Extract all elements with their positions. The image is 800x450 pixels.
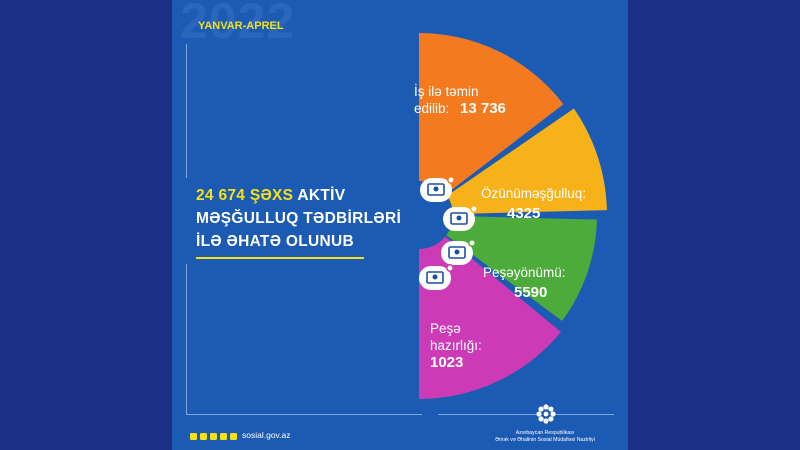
headline-rest: AKTİV: [293, 187, 346, 204]
twitter-icon[interactable]: [210, 433, 217, 440]
headline-line3: İLƏ ƏHATƏ OLUNUB: [196, 233, 354, 250]
ministry-line1: Azərbaycan Respublikası: [515, 430, 575, 436]
pie-slice: [447, 108, 607, 215]
ministry-label: Azərbaycan Respublikası Əmək və Əhalinin…: [470, 430, 620, 443]
right-margin: [628, 0, 800, 450]
headline: 24 674 ŞƏXS AKTİV MƏŞĞULLUQ TƏDBİRLƏRİ İ…: [196, 184, 401, 253]
segment-icon: [420, 176, 455, 202]
segment-label: Özünüməşğulluq:: [481, 186, 586, 201]
segment-label: hazırlığı:: [430, 338, 482, 353]
headline-underline: [196, 257, 364, 259]
segment-icon: [419, 264, 454, 290]
headline-count: 24 674 ŞƏXS: [196, 187, 294, 204]
segment-icon: [441, 239, 476, 265]
left-margin: [0, 0, 172, 450]
headline-line2: MƏŞĞULLUQ TƏDBİRLƏRİ: [196, 210, 402, 227]
headline-line1: 24 674 ŞƏXS AKTİV: [196, 184, 401, 207]
segment-value: 1023: [430, 354, 463, 371]
pie-labels: İş ilə təmin edilib: 13 736 Özünüməşğulluq:…: [414, 84, 586, 371]
pie-chart: İş ilə təmin edilib: 13 736 Özünüməşğulluq:…: [414, 33, 607, 424]
facebook-icon[interactable]: [190, 433, 197, 440]
ministry-logo: [536, 404, 556, 424]
ministry-line2: Əmək və Əhalinin Sosial Müdafiəsi Nazirl…: [495, 436, 595, 443]
frame-line-bottom: [186, 264, 187, 414]
segment-value: 5590: [514, 284, 547, 301]
segment-label: Peşəyönümü:: [483, 265, 566, 280]
linkedin-icon[interactable]: [220, 433, 227, 440]
social-icons: [190, 433, 237, 440]
instagram-icon[interactable]: [200, 433, 207, 440]
frame-line-base: [186, 414, 422, 415]
frame-line-base-right: [438, 414, 614, 415]
website-link[interactable]: sosial.gov.az: [242, 430, 291, 440]
frame-line-top: [186, 44, 187, 178]
segment-value: 13 736: [460, 100, 506, 117]
segment-label: İş ilə təmin: [414, 84, 479, 99]
segment-value: 4325: [507, 205, 540, 222]
period-label: YANVAR-APREL: [198, 20, 284, 32]
segment-label: Peşə: [430, 321, 461, 336]
segment-icons: [419, 176, 478, 290]
youtube-icon[interactable]: [230, 433, 237, 440]
pie-slice: [419, 33, 564, 195]
segment-icon: [443, 205, 478, 231]
segment-label: edilib:: [414, 101, 449, 116]
pie-slices: [419, 33, 607, 399]
pie-slice: [419, 236, 561, 399]
year-watermark: 2022: [180, 0, 296, 49]
pie-slice: [446, 215, 597, 321]
